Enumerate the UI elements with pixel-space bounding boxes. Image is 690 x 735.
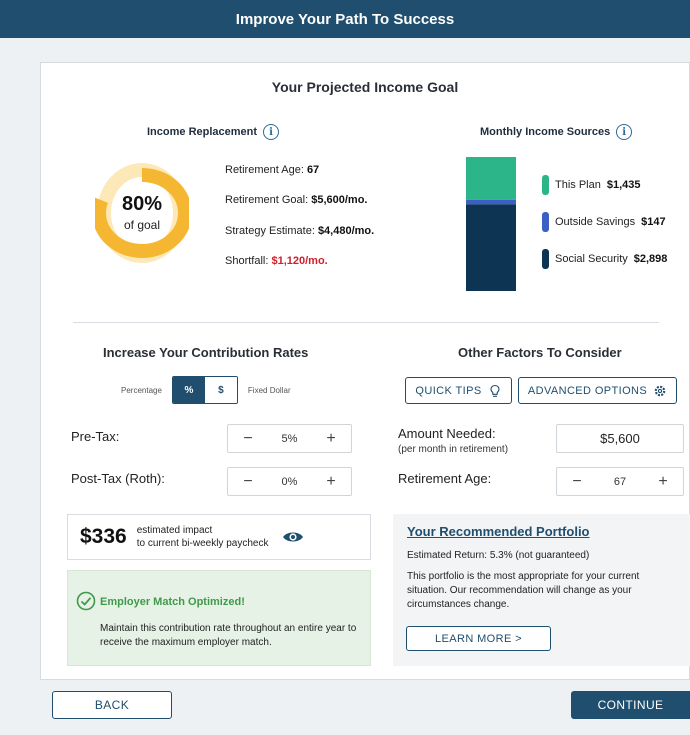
income-sources-stacked-bar	[466, 157, 516, 291]
income-replacement-donut	[95, 163, 189, 263]
post-tax-stepper: − 0% +	[227, 467, 352, 496]
amount-needed-sublabel: (per month in retirement)	[398, 444, 509, 455]
percentage-label: Percentage	[121, 385, 162, 395]
decrement-button[interactable]: −	[243, 429, 253, 447]
advanced-options-button[interactable]: ADVANCED OPTIONS	[518, 377, 677, 404]
legend-item-outside-savings: Outside Savings $147	[542, 212, 666, 232]
legend-swatch	[542, 175, 549, 195]
back-button[interactable]: BACK	[52, 691, 172, 719]
stacked-segment-this-plan	[466, 157, 516, 200]
percent-of-goal: 80%	[121, 193, 163, 215]
contribution-rates-title: Increase Your Contribution Rates	[103, 345, 309, 360]
impact-amount: $336	[80, 525, 127, 548]
learn-more-button[interactable]: LEARN MORE >	[406, 626, 551, 651]
amount-needed-label: Amount Needed:	[398, 426, 496, 441]
retirement-goal-stat: Retirement Goal: $5,600/mo.	[225, 194, 368, 206]
impact-description: estimated impact to current bi-weekly pa…	[136, 525, 269, 549]
legend-swatch	[542, 212, 549, 232]
section-divider	[73, 322, 659, 323]
dollar-toggle-button[interactable]: $	[204, 377, 237, 403]
page-header: Improve Your Path To Success	[0, 0, 690, 38]
continue-button[interactable]: CONTINUE	[571, 691, 690, 719]
increment-button[interactable]: +	[326, 429, 336, 447]
of-goal-label: of goal	[123, 218, 161, 232]
page-title: Improve Your Path To Success	[235, 10, 455, 28]
recommended-portfolio-panel: Your Recommended Portfolio Estimated Ret…	[393, 514, 690, 666]
pre-tax-stepper: − 5% +	[227, 424, 352, 453]
paycheck-impact-box: $336 estimated impact to current bi-week…	[67, 514, 371, 560]
post-tax-value[interactable]: 0%	[281, 475, 298, 488]
retirement-age-label: Retirement Age:	[398, 471, 492, 486]
decrement-button[interactable]: −	[243, 472, 253, 490]
strategy-estimate-stat: Strategy Estimate: $4,480/mo.	[225, 225, 375, 237]
gear-icon	[654, 385, 666, 396]
retirement-age-value[interactable]: 67	[613, 475, 627, 488]
employer-match-title: Employer Match Optimized!	[100, 596, 245, 608]
increment-button[interactable]: +	[658, 472, 668, 490]
retirement-age-stepper: − 67 +	[556, 467, 684, 496]
eye-icon[interactable]	[282, 530, 304, 544]
info-icon[interactable]: i	[263, 124, 280, 140]
contribution-mode-toggle-row: Percentage % $ Fixed Dollar	[121, 376, 291, 404]
donut-center-text: 80% of goal	[95, 193, 189, 232]
monthly-income-sources-label: Monthly Income Sources	[480, 126, 611, 138]
employer-match-body: Maintain this contribution rate througho…	[100, 623, 357, 648]
legend-item-this-plan: This Plan $1,435	[542, 175, 641, 195]
legend-swatch	[542, 249, 549, 269]
stacked-segment-outside-savings	[466, 199, 516, 205]
check-circle-icon	[76, 591, 96, 611]
employer-match-panel: Employer Match Optimized! Maintain this …	[67, 570, 371, 666]
increment-button[interactable]: +	[326, 472, 336, 490]
income-replacement-heading: Income Replacement i	[147, 124, 280, 140]
shortfall-stat: Shortfall: $1,120/mo.	[225, 255, 328, 267]
portfolio-description: This portfolio is the most appropriate f…	[407, 571, 640, 610]
monthly-income-sources-heading: Monthly Income Sources i	[480, 124, 633, 140]
main-card: Your Projected Income Goal Income Replac…	[40, 62, 690, 680]
pre-tax-value[interactable]: 5%	[281, 432, 298, 445]
decrement-button[interactable]: −	[572, 472, 582, 490]
donut-fill	[95, 168, 189, 258]
portfolio-title-link[interactable]: Your Recommended Portfolio	[407, 524, 590, 539]
pre-tax-label: Pre-Tax:	[71, 429, 120, 444]
legend-item-social-security: Social Security $2,898	[542, 249, 667, 269]
contribution-mode-toggle: % $	[171, 376, 238, 404]
percent-toggle-button[interactable]: %	[172, 377, 205, 403]
income-goal-title: Your Projected Income Goal	[271, 79, 459, 95]
amount-needed-input[interactable]: $5,600	[556, 424, 684, 453]
info-icon[interactable]: i	[616, 124, 633, 140]
quick-tips-button[interactable]: QUICK TIPS	[405, 377, 512, 404]
post-tax-label: Post-Tax (Roth):	[71, 471, 165, 486]
lightbulb-icon	[490, 384, 500, 397]
other-factors-title: Other Factors To Consider	[458, 345, 622, 360]
estimated-return: Estimated Return: 5.3% (not guaranteed)	[407, 550, 590, 561]
income-replacement-label: Income Replacement	[147, 126, 258, 138]
retirement-age-stat: Retirement Age: 67	[225, 164, 320, 176]
fixed-dollar-label: Fixed Dollar	[247, 385, 291, 395]
stacked-segment-social-security	[466, 204, 516, 291]
